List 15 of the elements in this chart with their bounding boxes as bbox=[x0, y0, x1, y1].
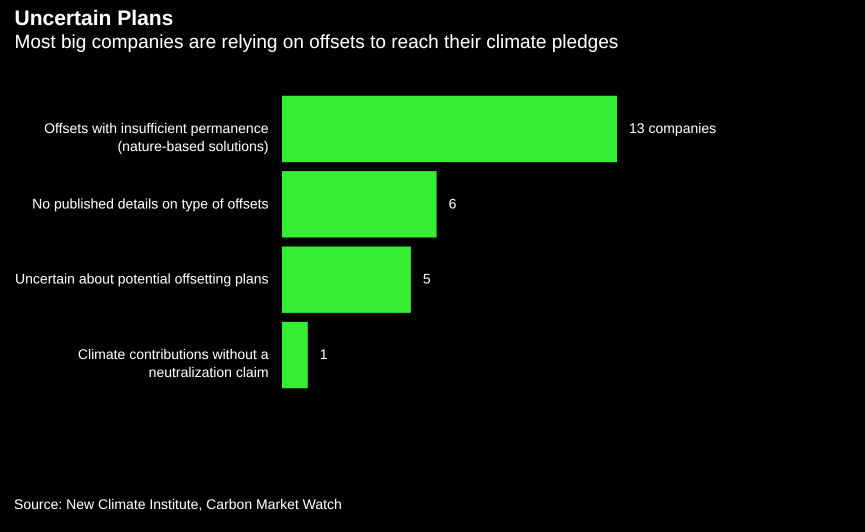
text: Uncertain Plans bbox=[14, 7, 174, 30]
data-label: 5 bbox=[422, 270, 431, 287]
source-note: Source: New Climate Institute, Carbon Market Watch bbox=[14, 496, 342, 512]
data-label: 6 bbox=[448, 195, 457, 212]
data-label: 1 bbox=[320, 346, 328, 362]
data-label: 13 companies bbox=[629, 120, 716, 136]
y-tick-label: Uncertain about potential offsetting plans bbox=[15, 270, 268, 287]
y-tick-label: Offsets with insufficient permanence (nature-based solutions) bbox=[44, 120, 269, 154]
chart-subtitle: Most big companies are relying on offsets to reach their climate pledges bbox=[14, 32, 618, 53]
bar bbox=[282, 171, 437, 238]
bar bbox=[282, 322, 308, 388]
y-tick-label: Climate contributions without a neutralization claim bbox=[78, 346, 269, 380]
y-tick-label: No published details on type of offsets bbox=[32, 195, 268, 212]
bar bbox=[282, 246, 411, 313]
bar bbox=[282, 96, 617, 162]
